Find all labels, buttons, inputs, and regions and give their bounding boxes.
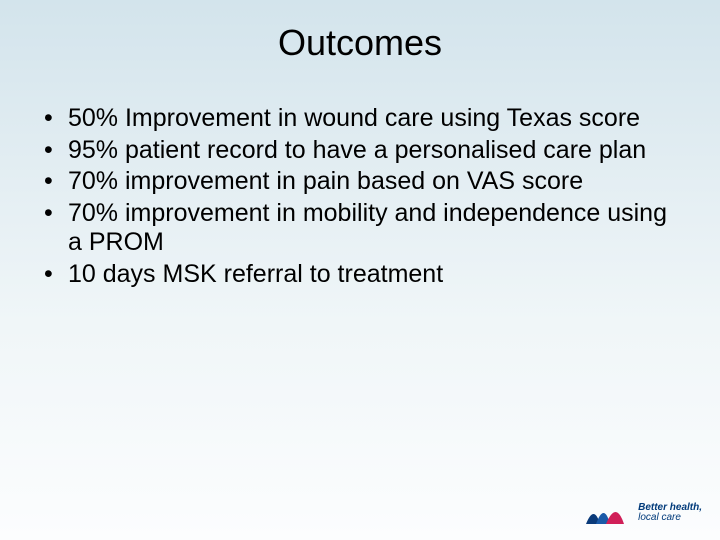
tagline-bottom: local care <box>638 513 702 523</box>
slide: Outcomes 50% Improvement in wound care u… <box>0 0 720 540</box>
logo-icon <box>582 498 630 528</box>
bullet-item: 95% patient record to have a personalise… <box>40 136 680 166</box>
slide-content: 50% Improvement in wound care using Texa… <box>0 74 720 289</box>
bullet-item: 70% improvement in mobility and independ… <box>40 199 680 258</box>
bullet-item: 50% Improvement in wound care using Texa… <box>40 104 680 134</box>
bullet-item: 70% improvement in pain based on VAS sco… <box>40 167 680 197</box>
bullet-item: 10 days MSK referral to treatment <box>40 260 680 290</box>
slide-title: Outcomes <box>0 0 720 74</box>
footer: Better health, local care <box>582 498 702 528</box>
tagline: Better health, local care <box>638 503 702 523</box>
bullet-list: 50% Improvement in wound care using Texa… <box>40 104 680 289</box>
